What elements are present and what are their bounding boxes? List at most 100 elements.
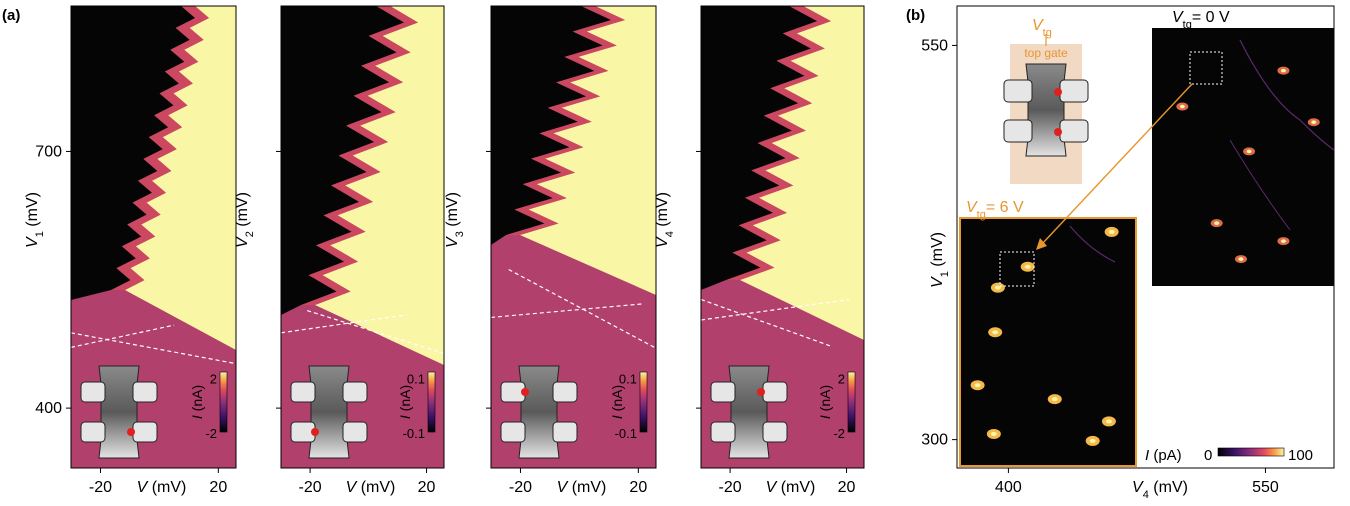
- ridge-vtg0-1: [1239, 39, 1335, 151]
- x-axis-label-var: V: [346, 479, 358, 496]
- transition-band: [111, 6, 209, 290]
- schematic-vtg-label-sub: tg: [1043, 27, 1052, 39]
- y-axis-label: V4 (mV): [654, 192, 676, 248]
- colorbar: [219, 371, 228, 433]
- device-schematic: [290, 365, 368, 459]
- b-colorbar-min: 0: [1204, 447, 1212, 464]
- peak-vtg0-core-5: [1214, 221, 1220, 225]
- map-vtg6-label-sub: tg: [977, 209, 986, 221]
- subplot-4: 2-2I (nA)-20 20V (mV)V4 (mV): [654, 5, 865, 496]
- device-channel: [308, 365, 350, 459]
- ridge-vtg0-2: [1229, 139, 1291, 231]
- map-vtg6: [959, 217, 1137, 467]
- colorbar-max: 0.1: [619, 372, 637, 387]
- top-gate-schematic: Vtg top gate: [1003, 17, 1089, 184]
- schematic-vtg-label-var: V: [1032, 17, 1044, 34]
- colorbar-label-var: I: [189, 415, 205, 419]
- heatmap-2: 0.1 -0.1 I (nA): [281, 6, 444, 468]
- b-y-tick-label-2: 550: [921, 37, 948, 54]
- peak-vtg0-core-3: [1246, 149, 1252, 154]
- peak-vtg6-core-9: [994, 285, 1001, 290]
- colorbar-label: I (nA): [817, 385, 833, 419]
- colorbar-label-unit: (nA): [817, 385, 833, 415]
- y-axis-label-unit: (mV): [234, 192, 251, 231]
- device-channel: [728, 365, 770, 459]
- dashed-line-1: [281, 314, 407, 334]
- y-axis-label: V3 (mV): [444, 192, 466, 248]
- colorbar-label-unit: (nA): [189, 385, 205, 415]
- b-colorbar-label-unit: (pA): [1149, 447, 1182, 464]
- x-axis-label-unit: (mV): [147, 479, 186, 496]
- map-vtg0-label-var: V: [1172, 9, 1184, 26]
- colorbar-label-unit: (nA): [609, 385, 625, 415]
- b-x-axis-label-var: V: [1132, 479, 1144, 496]
- peak-vtg6-core-5: [1089, 438, 1096, 443]
- colorbar-label-var: I: [397, 415, 413, 419]
- device-contact-3: [132, 381, 158, 403]
- panel-b-label: (b): [906, 7, 925, 24]
- plot-frame: [280, 5, 445, 469]
- bright-region: [125, 6, 236, 350]
- zoom-arrow: [1041, 83, 1193, 245]
- colorbar: [847, 371, 856, 433]
- dashed-line-1: [491, 303, 645, 319]
- y-axis-label-var: V: [234, 236, 251, 248]
- device-channel: [518, 365, 560, 459]
- schematic-gate-text: top gate: [1024, 46, 1068, 60]
- bright-region: [520, 6, 656, 295]
- transition-band: [726, 6, 831, 280]
- device-schematic: [710, 365, 788, 459]
- x-tick-label-1: -20: [719, 479, 742, 496]
- schematic-dot-top: [1054, 88, 1062, 96]
- dashed-line-2: [701, 298, 833, 348]
- b-y-axis-label-unit: (mV): [929, 232, 946, 271]
- subplot-3: 0.1-0.1I (nA)-20 20V (mV)V3 (mV): [444, 5, 657, 496]
- device-contact-1: [710, 381, 736, 403]
- b-x-tick-label-2: 550: [1252, 479, 1279, 496]
- schematic-contact-4: [1059, 119, 1089, 143]
- peak-vtg6-core-4: [990, 431, 997, 436]
- colorbar: [427, 371, 436, 433]
- schematic-dot-bottom: [1054, 128, 1062, 136]
- heatmap-4: 2-2I (nA): [701, 6, 864, 468]
- peak-vtg0-core-2: [1280, 68, 1286, 73]
- peak-vtg0-core-1: [1179, 104, 1185, 109]
- y-axis-label-var: V: [24, 236, 41, 248]
- b-y-axis-label: V1 (mV): [929, 232, 951, 288]
- b-x-axis-label-sub: 4: [1143, 489, 1149, 501]
- y-axis-label-sub: 1: [34, 231, 46, 237]
- x-axis-label-var: V: [557, 479, 569, 496]
- colorbar-max: 2: [838, 372, 845, 387]
- map-vtg6-label-unit: = 6 V: [986, 199, 1024, 216]
- colorbar-max: 2: [210, 372, 217, 387]
- y-axis-label-sub: 3: [454, 231, 466, 237]
- peak-vtg6-core-6: [1105, 419, 1112, 424]
- colorbar-max: 0.1: [407, 372, 425, 387]
- dashed-line-2: [307, 310, 444, 354]
- x-tick-label-1: -20: [89, 479, 112, 496]
- y-axis-label: V1 (mV): [24, 192, 46, 248]
- colorbar-label-unit: (nA): [397, 385, 413, 415]
- device-contact-4: [132, 421, 158, 443]
- subplot-2: 0.1-0.1I (nA)-20 20V (mV)V2 (mV): [234, 5, 445, 496]
- device-contact-1: [80, 381, 106, 403]
- dashed-line-1: [71, 324, 175, 348]
- colorbar-label-var: I: [817, 415, 833, 419]
- device-contact-3: [552, 381, 578, 403]
- b-x-axis-label-unit: (mV): [1149, 479, 1188, 496]
- b-y-axis-label-var: V: [929, 276, 946, 288]
- colorbar-label: I (nA): [189, 385, 205, 419]
- x-axis-label-var: V: [137, 479, 149, 496]
- map-vtg0-label-unit: = 0 V: [1192, 9, 1230, 26]
- y-axis-label-unit: (mV): [444, 192, 461, 231]
- colorbar-min: -2: [205, 426, 217, 441]
- colorbar-label: I (nA): [397, 385, 413, 419]
- zoom-arrow-head: [1036, 238, 1047, 250]
- device-contact-1: [290, 381, 316, 403]
- b-colorbar-max: 100: [1288, 447, 1313, 464]
- peak-vtg0-core-7: [1280, 239, 1286, 243]
- colorbar-min: -0.1: [403, 426, 425, 441]
